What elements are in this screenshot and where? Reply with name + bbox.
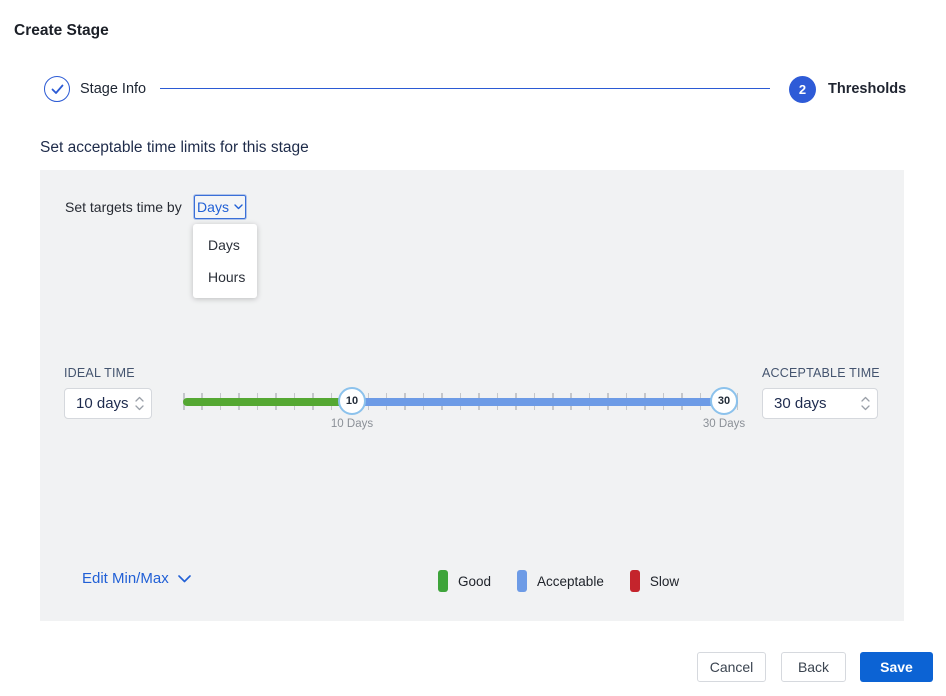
menu-item-days[interactable]: Days: [208, 237, 240, 253]
step2-label: Thresholds: [828, 81, 907, 97]
time-unit-dropdown[interactable]: Days: [194, 195, 246, 219]
legend-item-acceptable: Acceptable: [517, 570, 604, 592]
slider-min-value-label: 10 Days: [330, 418, 374, 430]
slider-track-good[interactable]: [183, 398, 352, 406]
acceptable-time-stepper[interactable]: [861, 389, 870, 418]
cancel-button[interactable]: Cancel: [697, 652, 766, 682]
slider-track-acceptable[interactable]: [352, 398, 738, 406]
ideal-time-value: 10 days: [76, 395, 129, 412]
step1-label[interactable]: Stage Info: [80, 81, 147, 97]
slider-handle-max[interactable]: 30: [710, 387, 738, 415]
acceptable-time-value: 30 days: [774, 395, 827, 412]
check-icon: [51, 84, 64, 95]
acceptable-label: Acceptable: [537, 573, 604, 589]
save-button[interactable]: Save: [860, 652, 933, 682]
time-unit-selected: Days: [197, 199, 229, 215]
thresholds-panel: Set targets time by Days Days Hours IDEA…: [40, 170, 904, 621]
chevron-up-icon: [135, 396, 144, 402]
legend: Good Acceptable Slow: [438, 570, 679, 592]
chevron-up-icon: [861, 396, 870, 402]
chevron-down-icon: [177, 574, 191, 583]
good-swatch: [438, 570, 448, 592]
acceptable-swatch: [517, 570, 528, 592]
chevron-down-icon: [861, 405, 870, 411]
stepper-connector-line: [160, 88, 770, 89]
ideal-time-input[interactable]: 10 days: [64, 388, 152, 419]
targets-time-label: Set targets time by: [65, 199, 182, 215]
ideal-time-label: IDEAL TIME: [64, 366, 135, 380]
slow-label: Slow: [649, 573, 680, 589]
legend-item-slow: Slow: [629, 570, 680, 592]
chevron-down-icon: [234, 204, 243, 210]
slider-max-value-label: 30 Days: [702, 418, 746, 430]
edit-minmax-label: Edit Min/Max: [82, 570, 169, 587]
slider-handle-min[interactable]: 10: [338, 387, 366, 415]
page-title: Create Stage: [14, 22, 109, 39]
section-heading: Set acceptable time limits for this stag…: [40, 139, 309, 156]
chevron-down-icon: [135, 405, 144, 411]
menu-item-hours[interactable]: Hours: [208, 269, 246, 285]
step2-number-circle[interactable]: 2: [789, 76, 816, 103]
acceptable-time-input[interactable]: 30 days: [762, 388, 878, 419]
legend-item-good: Good: [438, 570, 491, 592]
acceptable-time-label: ACCEPTABLE TIME: [762, 366, 880, 380]
good-label: Good: [458, 573, 492, 589]
step1-complete-circle[interactable]: [44, 76, 70, 102]
back-button[interactable]: Back: [781, 652, 846, 682]
slow-swatch: [629, 570, 640, 592]
edit-minmax-toggle[interactable]: Edit Min/Max: [82, 570, 191, 587]
time-unit-menu: Days Hours: [193, 224, 257, 298]
ideal-time-stepper[interactable]: [135, 389, 144, 418]
